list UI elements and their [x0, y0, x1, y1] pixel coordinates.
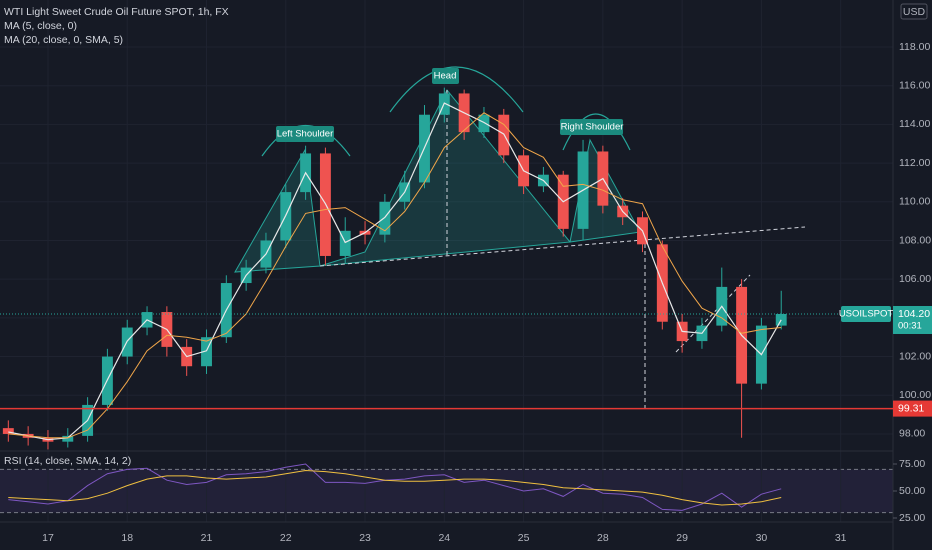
line-series	[8, 469, 782, 506]
price-tag	[893, 305, 932, 334]
indicator-label: RSI (14, close, SMA, 14, 2)	[4, 455, 131, 467]
y-tick-label: 25.00	[899, 512, 925, 524]
level-label: 99.31	[898, 402, 924, 414]
indicator-label: MA (5, close, 0)	[4, 20, 77, 32]
x-tick-label: 17	[42, 532, 54, 544]
x-tick-label: 31	[835, 532, 847, 544]
y-tick-label: 100.00	[899, 389, 931, 401]
candle-body	[339, 230, 351, 256]
candle-body	[478, 114, 490, 133]
y-tick-label: 118.00	[899, 41, 930, 53]
y-tick-label: 114.00	[899, 118, 930, 130]
y-tick-label: 98.00	[899, 428, 925, 440]
currency[interactable]: USD	[903, 6, 926, 18]
x-tick-label: 23	[359, 532, 371, 544]
annotation: Right Shoulder	[561, 122, 624, 133]
x-tick-label: 30	[756, 532, 768, 544]
candle-body	[2, 428, 14, 434]
countdown: 00:31	[898, 321, 922, 332]
candle-body	[62, 435, 74, 442]
x-tick-label: 25	[518, 532, 530, 544]
y-tick-label: 112.00	[899, 157, 930, 169]
plot	[2, 87, 787, 511]
annotation: Head	[434, 71, 457, 82]
candle-body	[201, 337, 212, 367]
chart-title: WTI Light Sweet Crude Oil Future SPOT, 1…	[4, 6, 229, 18]
y-tick-label: 75.00	[899, 458, 925, 470]
y-tick-label: 106.00	[899, 273, 931, 285]
arc	[389, 66, 524, 113]
y-tick-label: 116.00	[899, 79, 930, 91]
candle-body	[379, 201, 391, 235]
y-tick-label: 50.00	[899, 485, 925, 497]
candle-body	[775, 313, 787, 326]
line-series	[8, 463, 782, 511]
arc	[261, 124, 351, 157]
arc	[562, 113, 631, 151]
symbol-tag	[841, 305, 891, 322]
x-tick-label: 28	[597, 532, 609, 544]
y-tick-label: 108.00	[899, 234, 931, 246]
line-series	[8, 102, 782, 441]
indicator-label: MA (20, close, 0, SMA, 5)	[4, 34, 123, 46]
annotation: Left Shoulder	[277, 129, 334, 140]
label-box	[432, 68, 459, 84]
level-tag	[893, 400, 932, 417]
x-tick-label: 22	[280, 532, 292, 544]
x-tick-label: 21	[201, 532, 213, 544]
symbol-label: USOILSPOT	[839, 309, 894, 320]
line-series	[8, 112, 782, 439]
label-box	[276, 126, 334, 142]
x-tick-label: 18	[121, 532, 133, 544]
y-tick-label: 102.00	[899, 350, 931, 362]
last-price-label: 104.20	[898, 308, 930, 320]
currency-box[interactable]	[900, 3, 928, 20]
left-shoulder-shape	[234, 148, 321, 273]
x-tick-label: 29	[676, 532, 688, 544]
y-tick-label: 110.00	[899, 196, 930, 208]
x-tick-label: 24	[438, 532, 450, 544]
trend-line	[675, 274, 751, 353]
label-box	[560, 119, 623, 135]
